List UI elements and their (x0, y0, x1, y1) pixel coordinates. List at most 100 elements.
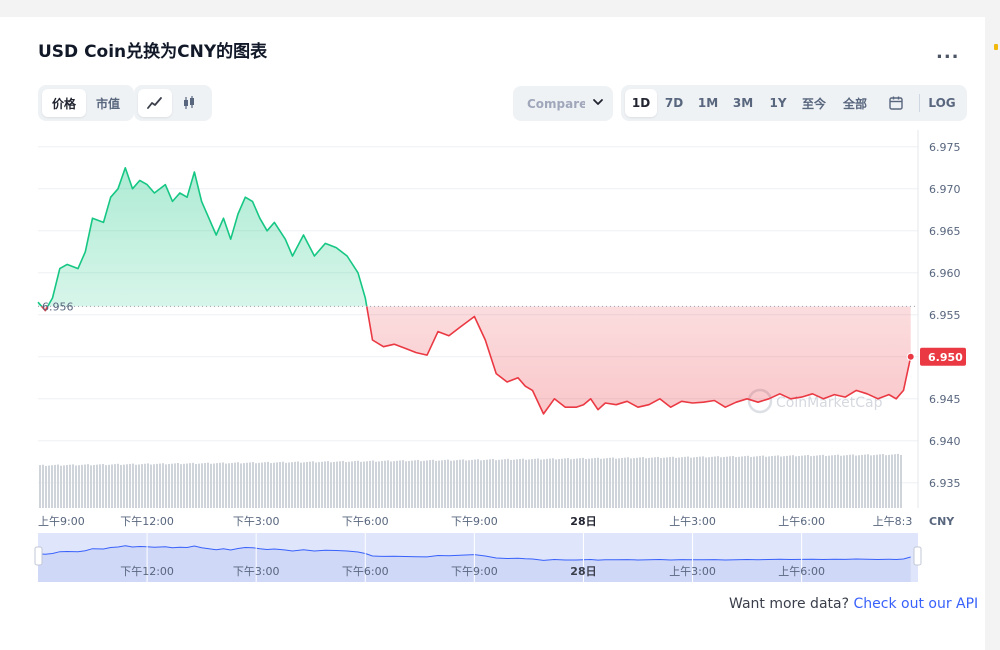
volume-bar (615, 458, 617, 508)
volume-bar (858, 455, 860, 508)
calendar-button[interactable] (877, 89, 915, 117)
volume-bar (588, 458, 590, 508)
range-all[interactable]: 全部 (842, 96, 867, 111)
volume-bar (84, 464, 86, 508)
volume-bar (132, 463, 134, 508)
volume-bar (144, 463, 146, 508)
navigator-tick-label: 上午3:00 (669, 565, 716, 578)
volume-bar (180, 464, 182, 508)
volume-bar (603, 458, 605, 508)
volume-bar (234, 462, 236, 508)
volume-bar (87, 464, 89, 508)
volume-bar (363, 461, 365, 508)
volume-bar (123, 464, 125, 508)
volume-bar (48, 465, 50, 508)
volume-bar (693, 457, 695, 508)
price-area (38, 167, 911, 414)
volume-bar (339, 461, 341, 508)
compare-label: Compare ↓ (527, 96, 585, 111)
volume-bar (405, 461, 407, 508)
volume-bar (294, 461, 296, 508)
volume-bar (270, 463, 272, 508)
volume-bar (561, 458, 563, 508)
volume-bar (342, 460, 344, 508)
range-1y[interactable]: 1Y (769, 96, 787, 110)
range-1m[interactable]: 1M (697, 96, 719, 110)
navigator-handle-left[interactable] (34, 546, 43, 566)
volume-bar (600, 458, 602, 508)
volume-bar (381, 461, 383, 508)
tab-price[interactable]: 价格 (42, 89, 86, 117)
range-navigator[interactable]: 下午12:00 下午3:00 下午6:00 下午9:00 28日 上午3:00 上午6:00 (34, 533, 922, 582)
volume-bar (735, 457, 737, 508)
more-options-button[interactable]: ... (936, 42, 960, 63)
navigator-handle-right[interactable] (913, 546, 922, 566)
volume-bar (312, 461, 314, 508)
volume-bar (582, 457, 584, 508)
volume-bar (585, 459, 587, 508)
volume-bar (63, 465, 65, 508)
volume-bar (291, 462, 293, 508)
volume-bar (69, 464, 71, 508)
volume-bar (789, 455, 791, 508)
volume-bar (726, 456, 728, 508)
api-link[interactable]: Check out our API (853, 596, 979, 612)
volume-bar (552, 458, 554, 508)
range-3m[interactable]: 3M (732, 96, 754, 110)
volume-bar (243, 463, 245, 508)
volume-bar (168, 464, 170, 508)
volume-bar (402, 460, 404, 508)
range-7d[interactable]: 7D (664, 96, 684, 110)
range-1d[interactable]: 1D (625, 89, 657, 117)
compare-dropdown[interactable]: Compare ↓ (513, 86, 613, 121)
line-chart-button[interactable] (138, 89, 172, 117)
volume-bar (474, 459, 476, 508)
volume-bar (621, 457, 623, 508)
range-ytd[interactable]: 至今 (801, 96, 826, 111)
log-scale-toggle[interactable]: LOG (928, 96, 956, 110)
volume-bar (213, 463, 215, 508)
volume-bar (678, 457, 680, 508)
tab-market-cap[interactable]: 市值 (95, 96, 120, 111)
edge-marker (994, 44, 998, 50)
volume-bars (39, 453, 902, 508)
y-tick-label: 6.940 (929, 435, 961, 448)
volume-bar (375, 461, 377, 508)
volume-bar (117, 463, 119, 508)
volume-bar (546, 458, 548, 508)
volume-bar (576, 458, 578, 508)
volume-bar (507, 458, 509, 508)
metric-tabs: 价格 市值 (38, 85, 134, 121)
volume-bar (690, 457, 692, 508)
navigator-tick-label: 28日 (570, 565, 596, 578)
volume-bar (765, 456, 767, 508)
current-price-badge (920, 347, 966, 366)
volume-bar (708, 457, 710, 508)
volume-bar (660, 458, 662, 508)
volume-bar (258, 462, 260, 508)
volume-bar (240, 463, 242, 508)
volume-bar (276, 462, 278, 508)
volume-bar (255, 463, 257, 508)
volume-bar (537, 458, 539, 508)
volume-bar (138, 464, 140, 508)
volume-bar (51, 465, 53, 508)
volume-bar (543, 459, 545, 508)
y-tick-label: 6.935 (929, 477, 961, 490)
volume-bar (408, 460, 410, 508)
volume-bar (630, 458, 632, 508)
volume-bar (315, 462, 317, 508)
volume-bar (864, 454, 866, 508)
volume-bar (717, 456, 719, 508)
volume-bar (219, 462, 221, 508)
volume-bar (786, 455, 788, 508)
volume-bar (468, 460, 470, 508)
volume-bar (723, 456, 725, 508)
volume-bar (501, 459, 503, 508)
candlestick-button[interactable] (172, 89, 206, 117)
volume-bar (237, 462, 239, 508)
volume-bar (885, 455, 887, 508)
volume-bar (612, 457, 614, 508)
volume-bar (261, 462, 263, 508)
